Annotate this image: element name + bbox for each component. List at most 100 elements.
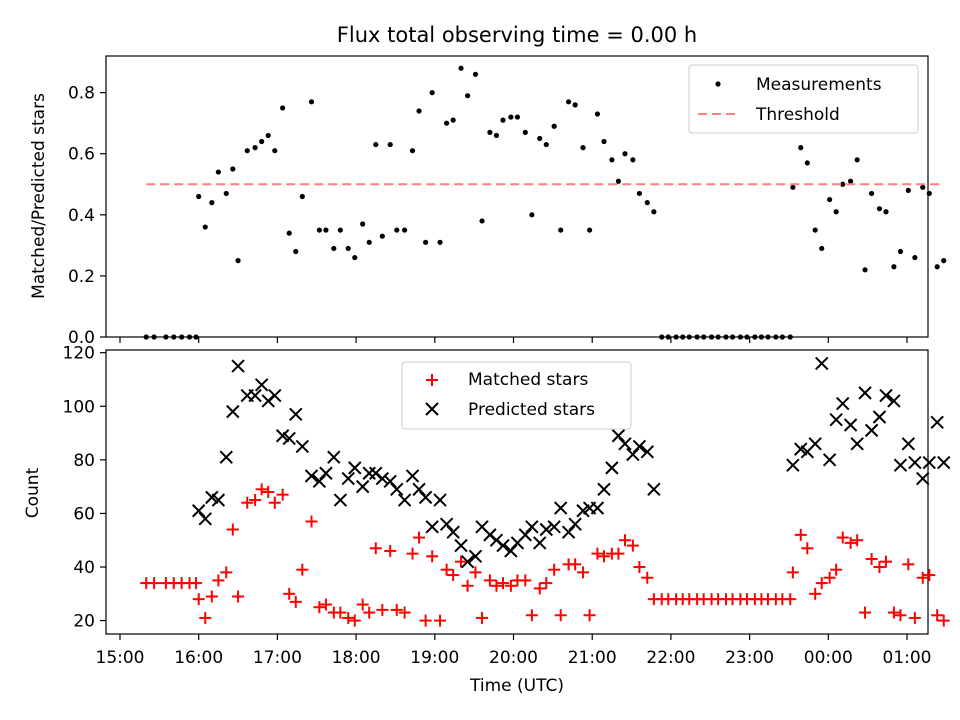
matched-stars-point	[894, 609, 907, 622]
matched-stars-point	[398, 606, 411, 619]
matched-stars-point	[483, 574, 496, 587]
matched-stars-point	[461, 579, 474, 592]
measurement-point	[594, 111, 601, 117]
measurement-point	[779, 334, 785, 340]
measurement-point	[215, 169, 221, 175]
predicted-stars-point	[901, 437, 916, 451]
measurement-point	[500, 117, 506, 123]
predicted-stars-point	[887, 394, 901, 408]
predicted-stars-point	[198, 512, 212, 526]
measurement-point	[868, 190, 875, 197]
matched-stars-point	[363, 606, 376, 619]
measurement-point	[644, 200, 650, 206]
top-legend: Measurements Threshold	[688, 64, 919, 134]
measurement-point	[366, 239, 372, 245]
matched-stars-point	[289, 595, 302, 608]
measurement-point	[729, 334, 736, 340]
bottom-x-ticks: 15:00 16:00 17:00 18:00 19:00 20:00 21:00 22:00…	[96, 634, 932, 668]
predicted-stars-point	[597, 482, 611, 497]
matched-stars-point	[276, 488, 289, 501]
predicted-stars-point	[843, 418, 858, 432]
predicted-stars-point	[829, 412, 843, 427]
matched-stars-point	[205, 590, 218, 603]
predicted-stars-point	[248, 388, 262, 403]
measurement-point	[543, 141, 549, 148]
matched-stars-point	[823, 571, 836, 584]
measurement-point	[551, 123, 557, 129]
matched-stars-point	[192, 593, 205, 606]
predicted-stars-point	[282, 431, 296, 446]
predicted-stars-point	[454, 538, 468, 553]
predicted-stars-point	[418, 490, 433, 505]
matched-stars-point	[569, 558, 582, 571]
measurement-point	[819, 245, 825, 252]
matched-stars-point	[880, 555, 893, 568]
x-tick-label: 18:00	[332, 648, 381, 668]
measurement-point	[615, 178, 622, 184]
predicted-stars-point	[268, 388, 282, 403]
matched-stars-point	[583, 609, 596, 622]
matched-stars-point	[419, 614, 432, 627]
matched-stars-point	[406, 547, 419, 560]
matched-stars-point	[334, 606, 347, 619]
measurement-point	[715, 334, 721, 340]
matched-stars-point	[241, 496, 254, 509]
matched-stars-point	[859, 606, 872, 619]
matched-stars-point	[533, 582, 546, 595]
predicted-stars-point	[916, 471, 930, 486]
measurement-point	[827, 196, 833, 203]
measurement-point	[244, 148, 250, 154]
predicted-stars-point	[211, 493, 226, 507]
measurement-point	[765, 334, 771, 340]
predicted-stars-point	[383, 474, 397, 488]
predicted-stars-point	[647, 482, 661, 497]
y-tick-label: 120	[63, 344, 95, 364]
predicted-stars-point	[618, 437, 632, 451]
bottom-legend: Matched stars Predicted stars	[401, 361, 632, 430]
predicted-stars-point	[539, 522, 553, 537]
bottom-plot-area	[140, 356, 951, 627]
predicted-stars-point	[822, 453, 837, 467]
y-tick-label: 0.8	[68, 84, 95, 104]
measurement-point	[580, 145, 586, 151]
measurement-point	[680, 334, 686, 340]
measurement-point	[193, 334, 199, 340]
measurement-point	[223, 190, 229, 197]
measurement-point	[737, 334, 744, 340]
legend-matched-marker	[426, 374, 438, 386]
measurement-point	[876, 206, 883, 212]
matched-stars-point	[220, 566, 233, 579]
measurement-point	[179, 334, 185, 340]
measurement-point	[331, 245, 337, 252]
predicted-stars-point	[561, 525, 576, 539]
matched-stars-point	[476, 611, 489, 624]
matched-stars-point	[525, 609, 538, 622]
measurement-point	[508, 114, 514, 120]
measurement-point	[308, 99, 315, 105]
x-axis-label: Time (UTC)	[469, 676, 564, 696]
measurement-point	[862, 267, 868, 273]
matched-stars-point	[626, 539, 639, 552]
x-tick-label: 17:00	[253, 648, 302, 668]
predicted-stars-point	[547, 520, 561, 534]
matched-stars-point	[844, 536, 857, 549]
predicted-stars-point	[405, 469, 420, 483]
matched-stars-point	[249, 494, 262, 507]
matched-stars-point	[519, 574, 532, 587]
measurement-point	[444, 120, 450, 126]
predicted-stars-point	[590, 501, 605, 515]
measurement-point	[514, 114, 521, 120]
matched-stars-point	[342, 611, 355, 624]
matched-stars-point	[873, 561, 886, 574]
measurement-point	[464, 93, 471, 99]
measurement-point	[558, 227, 564, 233]
measurement-point	[316, 227, 322, 233]
bottom-panel: Count Time (UTC) 20 40 60 80 100 120 15:00 16:…	[23, 344, 951, 696]
measurement-point	[744, 334, 750, 340]
measurement-point	[609, 157, 615, 163]
matched-stars-point	[865, 552, 878, 565]
y-tick-label: 60	[73, 504, 95, 524]
predicted-stars-point	[327, 450, 341, 464]
matched-stars-point	[348, 614, 361, 627]
measurement-point	[151, 334, 157, 340]
